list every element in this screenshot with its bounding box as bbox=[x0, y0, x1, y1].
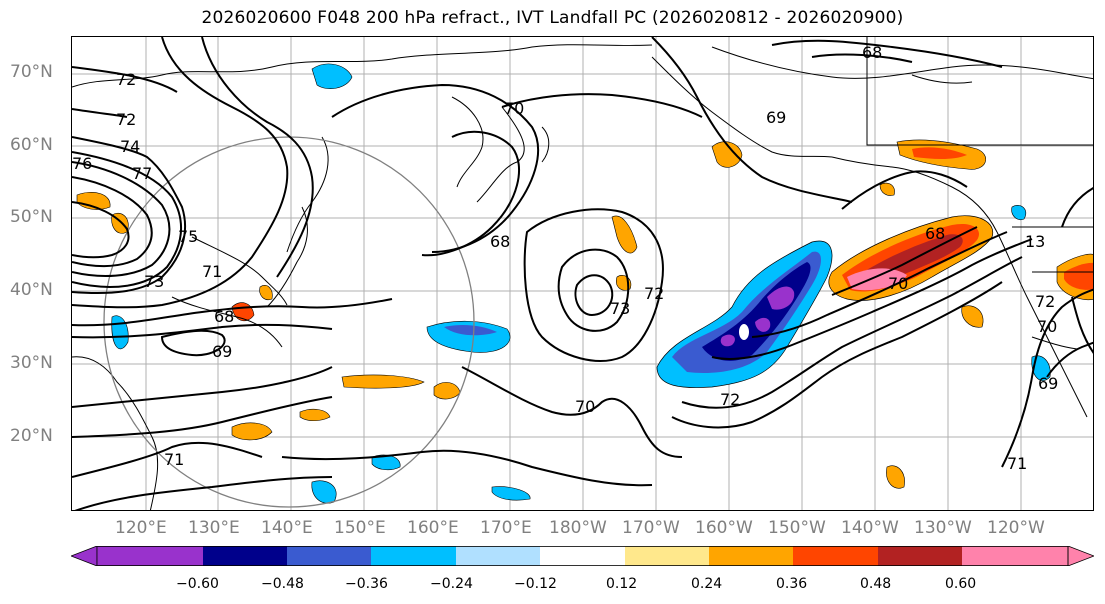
contour-label: 76 bbox=[72, 154, 92, 173]
contour-label: 77 bbox=[132, 164, 152, 183]
lon-label: 140°E bbox=[261, 518, 313, 538]
colorbar-tick-label: −0.12 bbox=[514, 576, 557, 592]
colorbar-cell bbox=[625, 546, 709, 566]
colorbar-cell bbox=[709, 546, 793, 566]
refractivity-contours bbox=[72, 37, 1093, 510]
lon-label: 160°W bbox=[695, 518, 753, 538]
colorbar-cell bbox=[287, 546, 371, 566]
colorbar-tick-label: 0.60 bbox=[945, 576, 977, 592]
colorbar-tick-label: 0.12 bbox=[606, 576, 638, 592]
colorbar-outline bbox=[96, 546, 1069, 566]
contour-label: 72 bbox=[116, 110, 136, 129]
contour-labels: 72 72 74 76 77 75 73 71 68 69 70 68 69 6… bbox=[72, 43, 1058, 473]
colorbar-extend-low bbox=[71, 546, 98, 566]
map-panel: 72 72 74 76 77 75 73 71 68 69 70 68 69 6… bbox=[71, 36, 1094, 511]
colorbar-cell bbox=[878, 546, 962, 566]
lon-label: 150°E bbox=[334, 518, 386, 538]
lon-label: 170°E bbox=[480, 518, 532, 538]
colorbar-cell bbox=[540, 546, 625, 566]
lat-label: 40°N bbox=[10, 280, 53, 300]
lon-label: 130°W bbox=[914, 518, 972, 538]
contour-label: 72 bbox=[644, 284, 664, 303]
contour-label: 73 bbox=[610, 299, 630, 318]
lon-label: 170°W bbox=[622, 518, 680, 538]
contour-label: 68 bbox=[214, 307, 234, 326]
map-canvas: 72 72 74 76 77 75 73 71 68 69 70 68 69 6… bbox=[72, 37, 1093, 510]
lat-label: 70°N bbox=[10, 62, 53, 82]
colorbar-tick-label: −0.24 bbox=[430, 576, 473, 592]
graticule bbox=[72, 37, 1093, 510]
contour-label: 70 bbox=[575, 397, 595, 416]
contour-label: 71 bbox=[202, 262, 222, 281]
contour-label: 74 bbox=[120, 137, 140, 156]
lon-label: 120°E bbox=[115, 518, 167, 538]
contour-label: 72 bbox=[1035, 292, 1055, 311]
colorbar-cell bbox=[203, 546, 287, 566]
contour-label: 72 bbox=[116, 70, 136, 89]
colorbar-tick-label: 0.48 bbox=[860, 576, 892, 592]
colorbar-cell bbox=[97, 546, 203, 566]
colorbar-tick-label: −0.48 bbox=[261, 576, 304, 592]
contour-label: 69 bbox=[766, 108, 786, 127]
colorbar-tick-label: −0.36 bbox=[345, 576, 388, 592]
contour-label: 70 bbox=[888, 274, 908, 293]
colorbar-cell bbox=[793, 546, 878, 566]
contour-label: 71 bbox=[164, 450, 184, 469]
contour-label: 68 bbox=[925, 224, 945, 243]
lon-label: 180°W bbox=[549, 518, 607, 538]
colorbar-extend-high bbox=[1067, 546, 1094, 566]
lat-label: 20°N bbox=[10, 426, 53, 446]
contour-label: 70 bbox=[1037, 317, 1057, 336]
lon-label: 150°W bbox=[768, 518, 826, 538]
colorbar-tick-label: 0.24 bbox=[691, 576, 723, 592]
contour-label: 70 bbox=[504, 99, 524, 118]
lon-label: 120°W bbox=[987, 518, 1045, 538]
contour-label: 13 bbox=[1025, 232, 1045, 251]
contour-label: 73 bbox=[144, 272, 164, 291]
lat-label: 30°N bbox=[10, 353, 53, 373]
colorbar-tick-label: −0.60 bbox=[176, 576, 219, 592]
contour-label: 69 bbox=[212, 342, 232, 361]
contour-label: 72 bbox=[720, 390, 740, 409]
lon-label: 140°W bbox=[841, 518, 899, 538]
lon-label: 160°E bbox=[407, 518, 459, 538]
lat-label: 50°N bbox=[10, 207, 53, 227]
lat-label: 60°N bbox=[10, 135, 53, 155]
colorbar-cell bbox=[456, 546, 540, 566]
lon-label: 130°E bbox=[188, 518, 240, 538]
contour-label: 71 bbox=[1007, 454, 1027, 473]
contour-label: 68 bbox=[490, 232, 510, 251]
colorbar-cell bbox=[371, 546, 456, 566]
map-title: 2026020600 F048 200 hPa refract., IVT La… bbox=[201, 8, 904, 28]
contour-label: 68 bbox=[862, 43, 882, 62]
coastlines bbox=[72, 37, 1093, 510]
colorbar bbox=[71, 546, 1094, 566]
colorbar-cell bbox=[962, 546, 1068, 566]
colorbar-tick-label: 0.36 bbox=[776, 576, 808, 592]
contour-label: 75 bbox=[178, 227, 198, 246]
contour-label: 69 bbox=[1038, 374, 1058, 393]
